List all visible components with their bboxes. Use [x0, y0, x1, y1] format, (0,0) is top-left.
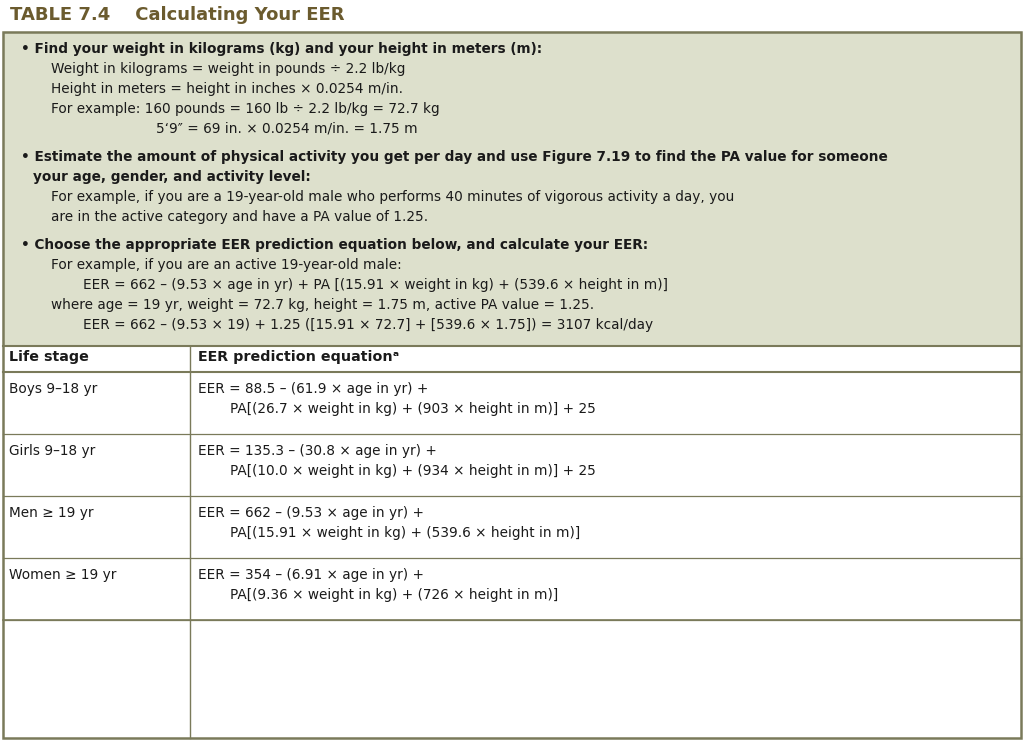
Text: EER = 88.5 – (61.9 × age in yr) +: EER = 88.5 – (61.9 × age in yr) + — [198, 382, 428, 396]
Text: PA[(15.91 × weight in kg) + (539.6 × height in m)]: PA[(15.91 × weight in kg) + (539.6 × hei… — [230, 526, 581, 540]
Text: PA[(10.0 × weight in kg) + (934 × height in m)] + 25: PA[(10.0 × weight in kg) + (934 × height… — [230, 464, 596, 478]
Text: Women ≥ 19 yr: Women ≥ 19 yr — [9, 568, 117, 582]
Text: TABLE 7.4    Calculating Your EER: TABLE 7.4 Calculating Your EER — [10, 7, 344, 25]
Text: Boys 9–18 yr: Boys 9–18 yr — [9, 382, 97, 396]
Text: EER = 662 – (9.53 × age in yr) + PA [(15.91 × weight in kg) + (539.6 × height in: EER = 662 – (9.53 × age in yr) + PA [(15… — [83, 278, 668, 292]
Text: Life stage: Life stage — [9, 350, 89, 364]
Text: PA[(9.36 × weight in kg) + (726 × height in m)]: PA[(9.36 × weight in kg) + (726 × height… — [230, 588, 558, 602]
Text: PA[(26.7 × weight in kg) + (903 × height in m)] + 25: PA[(26.7 × weight in kg) + (903 × height… — [230, 402, 596, 416]
Text: your age, gender, and activity level:: your age, gender, and activity level: — [33, 170, 310, 184]
Text: Height in meters = height in inches × 0.0254 m/in.: Height in meters = height in inches × 0.… — [51, 82, 403, 96]
Text: EER = 135.3 – (30.8 × age in yr) +: EER = 135.3 – (30.8 × age in yr) + — [198, 444, 437, 458]
Text: • Estimate the amount of physical activity you get per day and use Figure 7.19 t: • Estimate the amount of physical activi… — [22, 150, 888, 164]
Bar — [3, 346, 1021, 738]
Text: Men ≥ 19 yr: Men ≥ 19 yr — [9, 506, 93, 520]
Text: Girls 9–18 yr: Girls 9–18 yr — [9, 444, 95, 458]
Text: where age = 19 yr, weight = 72.7 kg, height = 1.75 m, active PA value = 1.25.: where age = 19 yr, weight = 72.7 kg, hei… — [51, 298, 594, 312]
Text: EER = 354 – (6.91 × age in yr) +: EER = 354 – (6.91 × age in yr) + — [198, 568, 424, 582]
Text: • Find your weight in kilograms (kg) and your height in meters (m):: • Find your weight in kilograms (kg) and… — [22, 42, 542, 56]
Bar — [0, 0, 1024, 32]
Text: are in the active category and have a PA value of 1.25.: are in the active category and have a PA… — [51, 210, 428, 224]
Bar — [3, 32, 1021, 346]
Text: EER prediction equationᵃ: EER prediction equationᵃ — [198, 350, 399, 364]
Text: • Choose the appropriate EER prediction equation below, and calculate your EER:: • Choose the appropriate EER prediction … — [22, 238, 648, 252]
Text: For example: 160 pounds = 160 lb ÷ 2.2 lb/kg = 72.7 kg: For example: 160 pounds = 160 lb ÷ 2.2 l… — [51, 102, 439, 116]
Text: For example, if you are an active 19-year-old male:: For example, if you are an active 19-yea… — [51, 258, 401, 272]
Text: EER = 662 – (9.53 × 19) + 1.25 ([15.91 × 72.7] + [539.6 × 1.75]) = 3107 kcal/day: EER = 662 – (9.53 × 19) + 1.25 ([15.91 ×… — [83, 318, 653, 332]
Text: 5‘9″ = 69 in. × 0.0254 m/in. = 1.75 m: 5‘9″ = 69 in. × 0.0254 m/in. = 1.75 m — [51, 122, 418, 136]
Text: EER = 662 – (9.53 × age in yr) +: EER = 662 – (9.53 × age in yr) + — [198, 506, 424, 520]
Text: Weight in kilograms = weight in pounds ÷ 2.2 lb/kg: Weight in kilograms = weight in pounds ÷… — [51, 62, 406, 76]
Text: For example, if you are a 19-year-old male who performs 40 minutes of vigorous a: For example, if you are a 19-year-old ma… — [51, 190, 734, 204]
